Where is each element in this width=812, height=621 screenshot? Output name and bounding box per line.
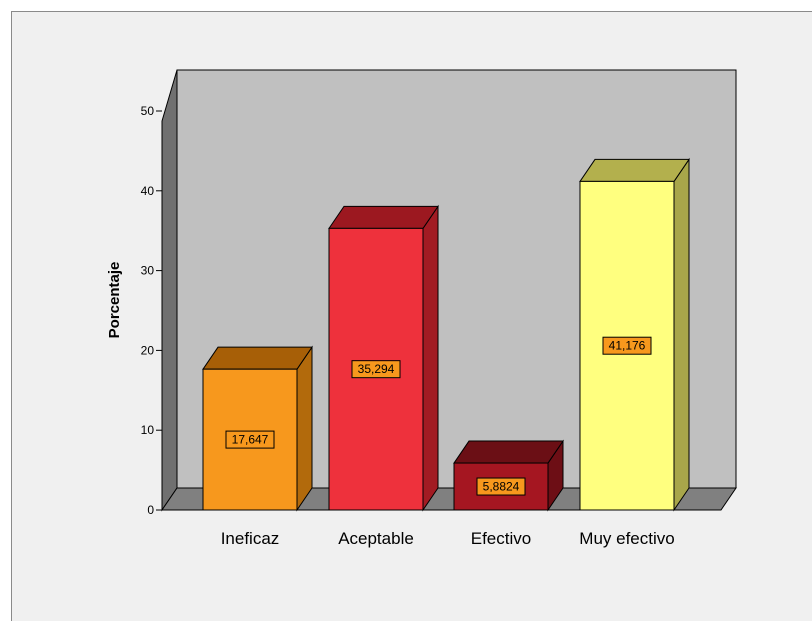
y-tick-label: 40 (141, 184, 155, 198)
data-label: 35,294 (358, 362, 395, 376)
data-label: 5,8824 (483, 480, 520, 494)
data-label-box (602, 336, 652, 355)
x-axis-labels: Ineficaz Aceptable Efectivo Muy efectivo (221, 529, 675, 548)
bar-group: 17,647 (202, 345, 313, 512)
data-label-box (476, 477, 526, 496)
bar-side (422, 204, 439, 512)
bar-group: 35,294 (328, 204, 439, 512)
y-axis-label: Porcentaje (106, 262, 123, 339)
bar-top (202, 346, 313, 370)
x-tick-label: Ineficaz (221, 529, 280, 548)
bar-group: 5,8824 (453, 439, 564, 512)
data-label: 41,176 (609, 339, 646, 353)
bars-group: 17,647 35,294 5,8824 41,176 (202, 157, 690, 512)
y-axis: 0 10 20 30 40 50 (141, 104, 163, 517)
bar-group: 41,176 (579, 157, 690, 512)
bar-top (453, 440, 564, 464)
data-label-box (225, 430, 275, 449)
y-tick-label: 10 (141, 423, 155, 437)
side-wall (161, 69, 178, 512)
x-tick-label: Aceptable (338, 529, 414, 548)
y-tick-label: 50 (141, 104, 155, 118)
data-label-box (351, 360, 401, 379)
bar-side (673, 157, 690, 512)
bar-top (328, 205, 439, 229)
x-tick-label: Efectivo (471, 529, 531, 548)
y-tick-label: 30 (141, 264, 155, 278)
y-tick-label: 0 (147, 503, 154, 517)
data-label: 17,647 (232, 433, 269, 447)
x-tick-label: Muy efectivo (579, 529, 674, 548)
bar-side (296, 345, 313, 512)
bar-top (579, 158, 690, 182)
y-tick-label: 20 (141, 343, 155, 357)
